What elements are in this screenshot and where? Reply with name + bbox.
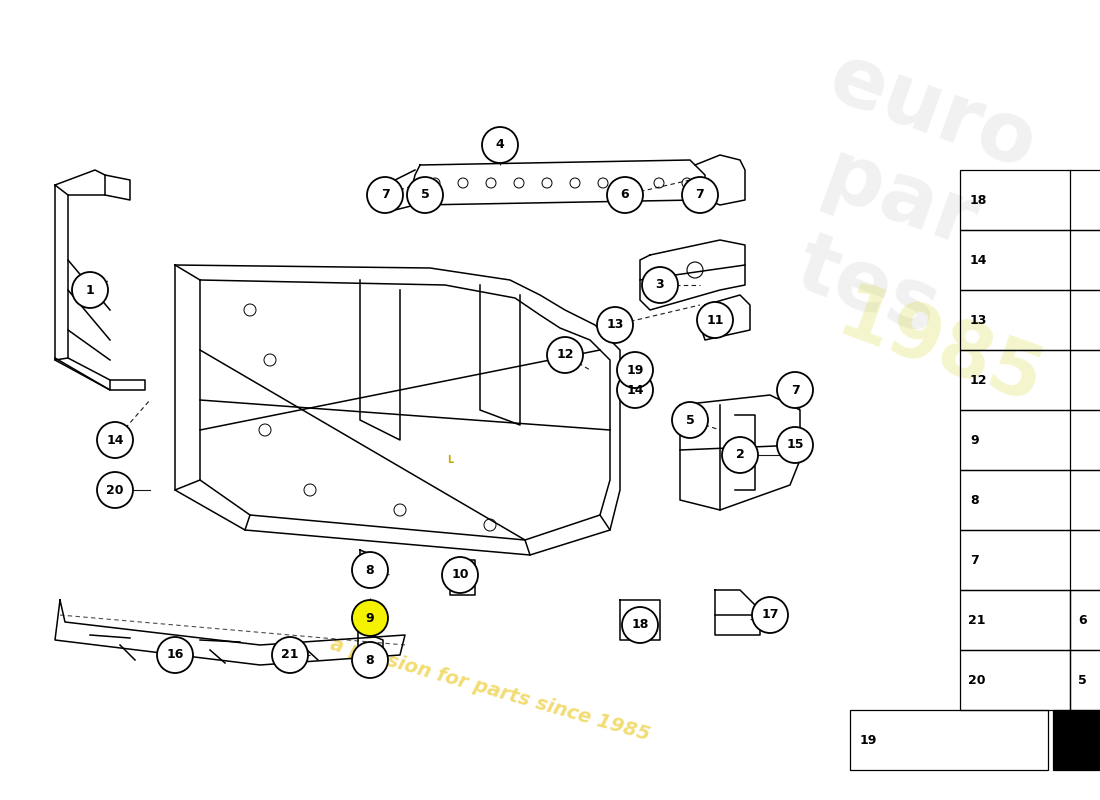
Text: 19: 19	[860, 734, 878, 746]
Text: 12: 12	[557, 349, 574, 362]
Bar	[960, 230, 1100, 290]
Bar	[960, 650, 1070, 710]
Text: 18: 18	[970, 194, 988, 206]
Bar	[960, 530, 1100, 590]
Circle shape	[272, 637, 308, 673]
Text: 7: 7	[791, 383, 800, 397]
Circle shape	[157, 637, 192, 673]
Bar	[1070, 650, 1100, 710]
Circle shape	[97, 422, 133, 458]
Circle shape	[617, 352, 653, 388]
Circle shape	[407, 177, 443, 213]
Text: L: L	[447, 455, 453, 465]
Text: 14: 14	[626, 383, 644, 397]
Text: 13: 13	[606, 318, 624, 331]
Circle shape	[352, 552, 388, 588]
Text: 12: 12	[970, 374, 988, 386]
Text: 8: 8	[365, 654, 374, 666]
Bar	[960, 170, 1100, 230]
Bar	[960, 590, 1070, 650]
Circle shape	[642, 267, 678, 303]
Text: 19: 19	[626, 363, 644, 377]
Circle shape	[547, 337, 583, 373]
Text: 7: 7	[695, 189, 704, 202]
Text: 3: 3	[656, 278, 664, 291]
Text: a passion for parts since 1985: a passion for parts since 1985	[328, 635, 652, 745]
Circle shape	[777, 372, 813, 408]
Text: 8: 8	[365, 563, 374, 577]
Text: 16: 16	[166, 649, 184, 662]
Text: 1: 1	[86, 283, 95, 297]
Text: 6: 6	[1078, 614, 1087, 626]
Text: 5: 5	[685, 414, 694, 426]
Circle shape	[722, 437, 758, 473]
Text: 11: 11	[706, 314, 724, 326]
Bar	[960, 290, 1100, 350]
Circle shape	[97, 472, 133, 508]
Bar	[1070, 590, 1100, 650]
Circle shape	[442, 557, 478, 593]
Text: 20: 20	[968, 674, 986, 686]
Circle shape	[672, 402, 708, 438]
Text: 17: 17	[761, 609, 779, 622]
Text: 21: 21	[968, 614, 986, 626]
Text: 8: 8	[970, 494, 979, 506]
Text: 10: 10	[451, 569, 469, 582]
Circle shape	[367, 177, 403, 213]
Text: 14: 14	[107, 434, 123, 446]
Text: 13: 13	[970, 314, 988, 326]
Text: 7: 7	[381, 189, 389, 202]
Text: 21: 21	[282, 649, 299, 662]
Text: 15: 15	[786, 438, 804, 451]
Circle shape	[482, 127, 518, 163]
Text: 6: 6	[620, 189, 629, 202]
Circle shape	[621, 607, 658, 643]
Bar	[1053, 710, 1100, 770]
Text: 1985: 1985	[827, 279, 1053, 421]
Text: 2: 2	[736, 449, 745, 462]
Circle shape	[597, 307, 632, 343]
Circle shape	[617, 372, 653, 408]
Circle shape	[72, 272, 108, 308]
Bar	[850, 710, 1048, 770]
Text: 5: 5	[1078, 674, 1087, 686]
Bar	[960, 410, 1100, 470]
Circle shape	[682, 177, 718, 213]
Text: 9: 9	[970, 434, 979, 446]
Circle shape	[607, 177, 644, 213]
Text: 20: 20	[107, 483, 123, 497]
Text: 9: 9	[365, 611, 374, 625]
Bar	[960, 470, 1100, 530]
Text: euro
par
tes: euro par tes	[754, 37, 1047, 363]
Bar	[960, 350, 1100, 410]
Circle shape	[752, 597, 788, 633]
Circle shape	[352, 642, 388, 678]
Circle shape	[777, 427, 813, 463]
Circle shape	[697, 302, 733, 338]
Text: 7: 7	[970, 554, 979, 566]
Circle shape	[352, 600, 388, 636]
Text: 14: 14	[970, 254, 988, 266]
Text: 18: 18	[631, 618, 649, 631]
Text: 5: 5	[420, 189, 429, 202]
Text: 4: 4	[496, 138, 505, 151]
